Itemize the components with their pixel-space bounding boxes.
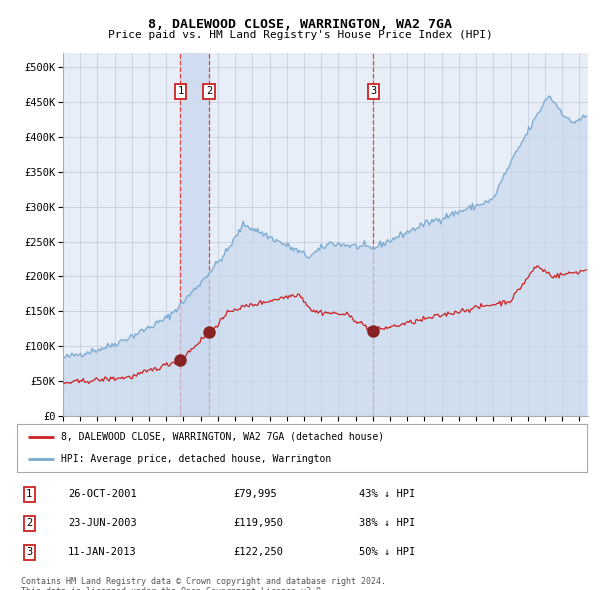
- Text: £119,950: £119,950: [233, 518, 283, 528]
- Text: 23-JUN-2003: 23-JUN-2003: [68, 518, 137, 528]
- Text: 3: 3: [370, 86, 376, 96]
- Text: 1: 1: [26, 489, 32, 499]
- Text: 1: 1: [177, 86, 184, 96]
- Text: £122,250: £122,250: [233, 548, 283, 558]
- Text: £79,995: £79,995: [233, 489, 277, 499]
- Bar: [181, 53, 209, 416]
- Text: Price paid vs. HM Land Registry's House Price Index (HPI): Price paid vs. HM Land Registry's House …: [107, 30, 493, 40]
- Text: 11-JAN-2013: 11-JAN-2013: [68, 548, 137, 558]
- Text: 38% ↓ HPI: 38% ↓ HPI: [359, 518, 415, 528]
- Text: 2: 2: [26, 518, 32, 528]
- Text: 3: 3: [26, 548, 32, 558]
- Text: 50% ↓ HPI: 50% ↓ HPI: [359, 548, 415, 558]
- Text: 43% ↓ HPI: 43% ↓ HPI: [359, 489, 415, 499]
- Text: 2: 2: [206, 86, 212, 96]
- Text: HPI: Average price, detached house, Warrington: HPI: Average price, detached house, Warr…: [61, 454, 332, 464]
- Text: 8, DALEWOOD CLOSE, WARRINGTON, WA2 7GA (detached house): 8, DALEWOOD CLOSE, WARRINGTON, WA2 7GA (…: [61, 432, 385, 442]
- Text: 8, DALEWOOD CLOSE, WARRINGTON, WA2 7GA: 8, DALEWOOD CLOSE, WARRINGTON, WA2 7GA: [148, 18, 452, 31]
- Text: 26-OCT-2001: 26-OCT-2001: [68, 489, 137, 499]
- Text: Contains HM Land Registry data © Crown copyright and database right 2024.
This d: Contains HM Land Registry data © Crown c…: [21, 577, 386, 590]
